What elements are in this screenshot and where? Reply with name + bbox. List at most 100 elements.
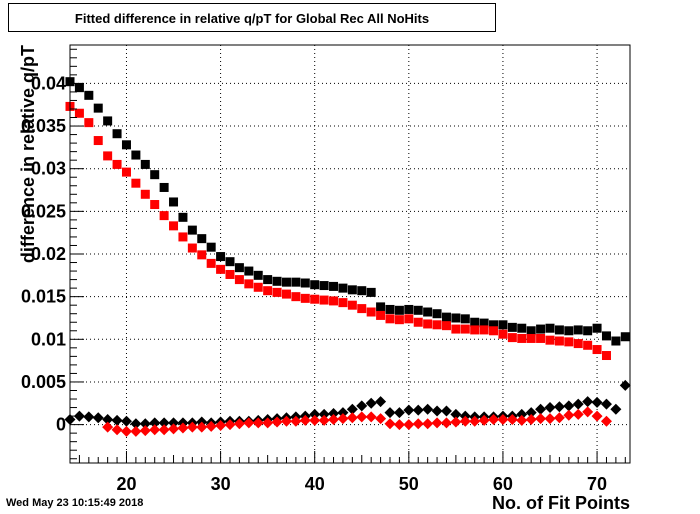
data-point-square xyxy=(216,264,226,274)
data-point-square xyxy=(517,333,527,343)
data-point-diamond xyxy=(271,416,283,428)
data-point-diamond xyxy=(384,407,396,419)
data-point-square xyxy=(140,189,150,199)
data-point-square xyxy=(244,279,254,289)
data-point-square xyxy=(545,335,555,345)
data-point-diamond xyxy=(535,413,547,425)
y-axis-title: difference in relative q/pT xyxy=(18,45,38,263)
data-point-square xyxy=(197,234,207,244)
data-point-diamond xyxy=(130,425,142,437)
data-point-square xyxy=(376,310,386,320)
y-tick-label: 0.01 xyxy=(31,329,66,349)
data-point-diamond xyxy=(337,413,349,425)
data-point-square xyxy=(84,90,94,100)
data-point-square xyxy=(536,333,546,343)
data-point-diamond xyxy=(440,405,452,417)
data-point-diamond xyxy=(582,396,594,408)
data-point-diamond xyxy=(309,408,321,420)
data-point-diamond xyxy=(525,407,537,419)
data-point-square xyxy=(498,329,508,339)
y-tick-label: 0 xyxy=(56,415,66,435)
data-point-square xyxy=(536,324,546,334)
data-point-square xyxy=(601,331,611,341)
data-point-square xyxy=(432,309,442,319)
data-point-diamond xyxy=(544,402,556,414)
data-point-diamond xyxy=(459,415,471,427)
data-point-square xyxy=(423,307,433,317)
data-point-diamond xyxy=(610,403,622,415)
data-point-square xyxy=(159,211,169,221)
data-point-square xyxy=(329,296,339,306)
data-point-square xyxy=(300,293,310,303)
data-point-diamond xyxy=(73,410,85,422)
data-point-square xyxy=(366,307,376,317)
data-point-diamond xyxy=(516,414,528,426)
data-point-square xyxy=(225,269,235,279)
data-point-diamond xyxy=(111,414,123,426)
data-point-diamond xyxy=(262,417,274,429)
x-axis-title: No. of Fit Points xyxy=(492,493,630,513)
data-point-diamond xyxy=(356,411,368,423)
data-point-square xyxy=(103,151,113,161)
data-point-diamond xyxy=(365,397,377,409)
series-3 xyxy=(102,406,612,437)
data-point-square xyxy=(281,289,291,299)
data-point-diamond xyxy=(252,417,264,429)
data-point-square xyxy=(385,304,395,314)
data-point-diamond xyxy=(83,411,95,423)
data-point-diamond xyxy=(450,416,462,428)
data-point-square xyxy=(187,225,197,235)
data-point-diamond xyxy=(346,403,358,415)
data-point-square xyxy=(150,200,160,210)
data-point-square xyxy=(592,323,602,333)
data-point-square xyxy=(291,277,301,287)
data-point-diamond xyxy=(177,422,189,434)
data-point-square xyxy=(583,326,593,336)
data-point-square xyxy=(169,221,179,231)
grid xyxy=(70,45,630,463)
data-point-square xyxy=(423,319,433,329)
data-point-square xyxy=(583,340,593,350)
data-point-diamond xyxy=(619,379,631,391)
x-tick-label: 60 xyxy=(493,474,513,494)
chart-title: Fitted difference in relative q/pT for G… xyxy=(74,11,430,26)
y-tick-label: 0.025 xyxy=(21,201,66,221)
y-tick-label: 0.02 xyxy=(31,244,66,264)
data-point-diamond xyxy=(450,408,462,420)
data-point-diamond xyxy=(299,414,311,426)
data-point-square xyxy=(498,320,508,330)
data-point-diamond xyxy=(92,412,104,424)
data-point-diamond xyxy=(563,409,575,421)
data-point-diamond xyxy=(318,408,330,420)
data-point-square xyxy=(263,286,273,296)
data-point-square xyxy=(460,324,470,334)
data-point-square xyxy=(470,317,480,327)
data-point-diamond xyxy=(572,408,584,420)
data-point-diamond xyxy=(393,419,405,431)
data-point-square xyxy=(385,314,395,324)
data-point-diamond xyxy=(431,405,443,417)
data-point-diamond xyxy=(102,421,114,433)
data-point-diamond xyxy=(553,412,565,424)
data-point-square xyxy=(206,242,216,252)
data-point-diamond xyxy=(535,403,547,415)
data-point-square xyxy=(300,278,310,288)
data-point-square xyxy=(394,305,404,315)
x-tick-label: 50 xyxy=(399,474,419,494)
y-tick-label: 0.035 xyxy=(21,116,66,136)
data-point-diamond xyxy=(196,421,208,433)
data-point-square xyxy=(413,305,423,315)
data-point-diamond xyxy=(111,424,123,436)
data-point-square xyxy=(479,318,489,328)
data-point-diamond xyxy=(224,419,236,431)
series-2 xyxy=(64,379,631,430)
data-point-square xyxy=(178,232,188,242)
y-tick-label: 0.03 xyxy=(31,159,66,179)
data-point-diamond xyxy=(516,408,528,420)
data-point-square xyxy=(178,212,188,222)
data-point-square xyxy=(601,351,611,361)
data-point-diamond xyxy=(309,414,321,426)
series-1 xyxy=(65,101,611,361)
data-point-square xyxy=(216,252,226,262)
data-point-square xyxy=(460,314,470,324)
